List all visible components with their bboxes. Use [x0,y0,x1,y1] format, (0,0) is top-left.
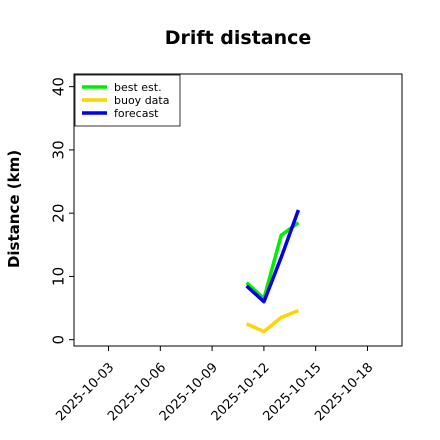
legend-label: buoy data [114,94,169,107]
plot-frame [73,73,403,347]
series-lines [245,209,301,334]
y-axis: 0 10 20 30 40 [49,77,74,344]
y-tick-label: 0 [49,335,67,345]
y-tick-label: 40 [49,77,67,96]
y-tick-label: 20 [49,204,67,223]
legend-label: forecast [114,107,159,120]
y-axis-label: Distance (km) [5,150,23,268]
x-axis: 2025-10-032025-10-062025-10-092025-10-12… [53,346,376,424]
legend-label: best est. [114,81,162,94]
y-tick-label: 10 [49,267,67,286]
series-line-buoy-data [245,308,300,334]
y-tick-label: 30 [49,140,67,159]
series-line-forecast [245,209,301,304]
chart-title: Drift distance [165,27,312,49]
